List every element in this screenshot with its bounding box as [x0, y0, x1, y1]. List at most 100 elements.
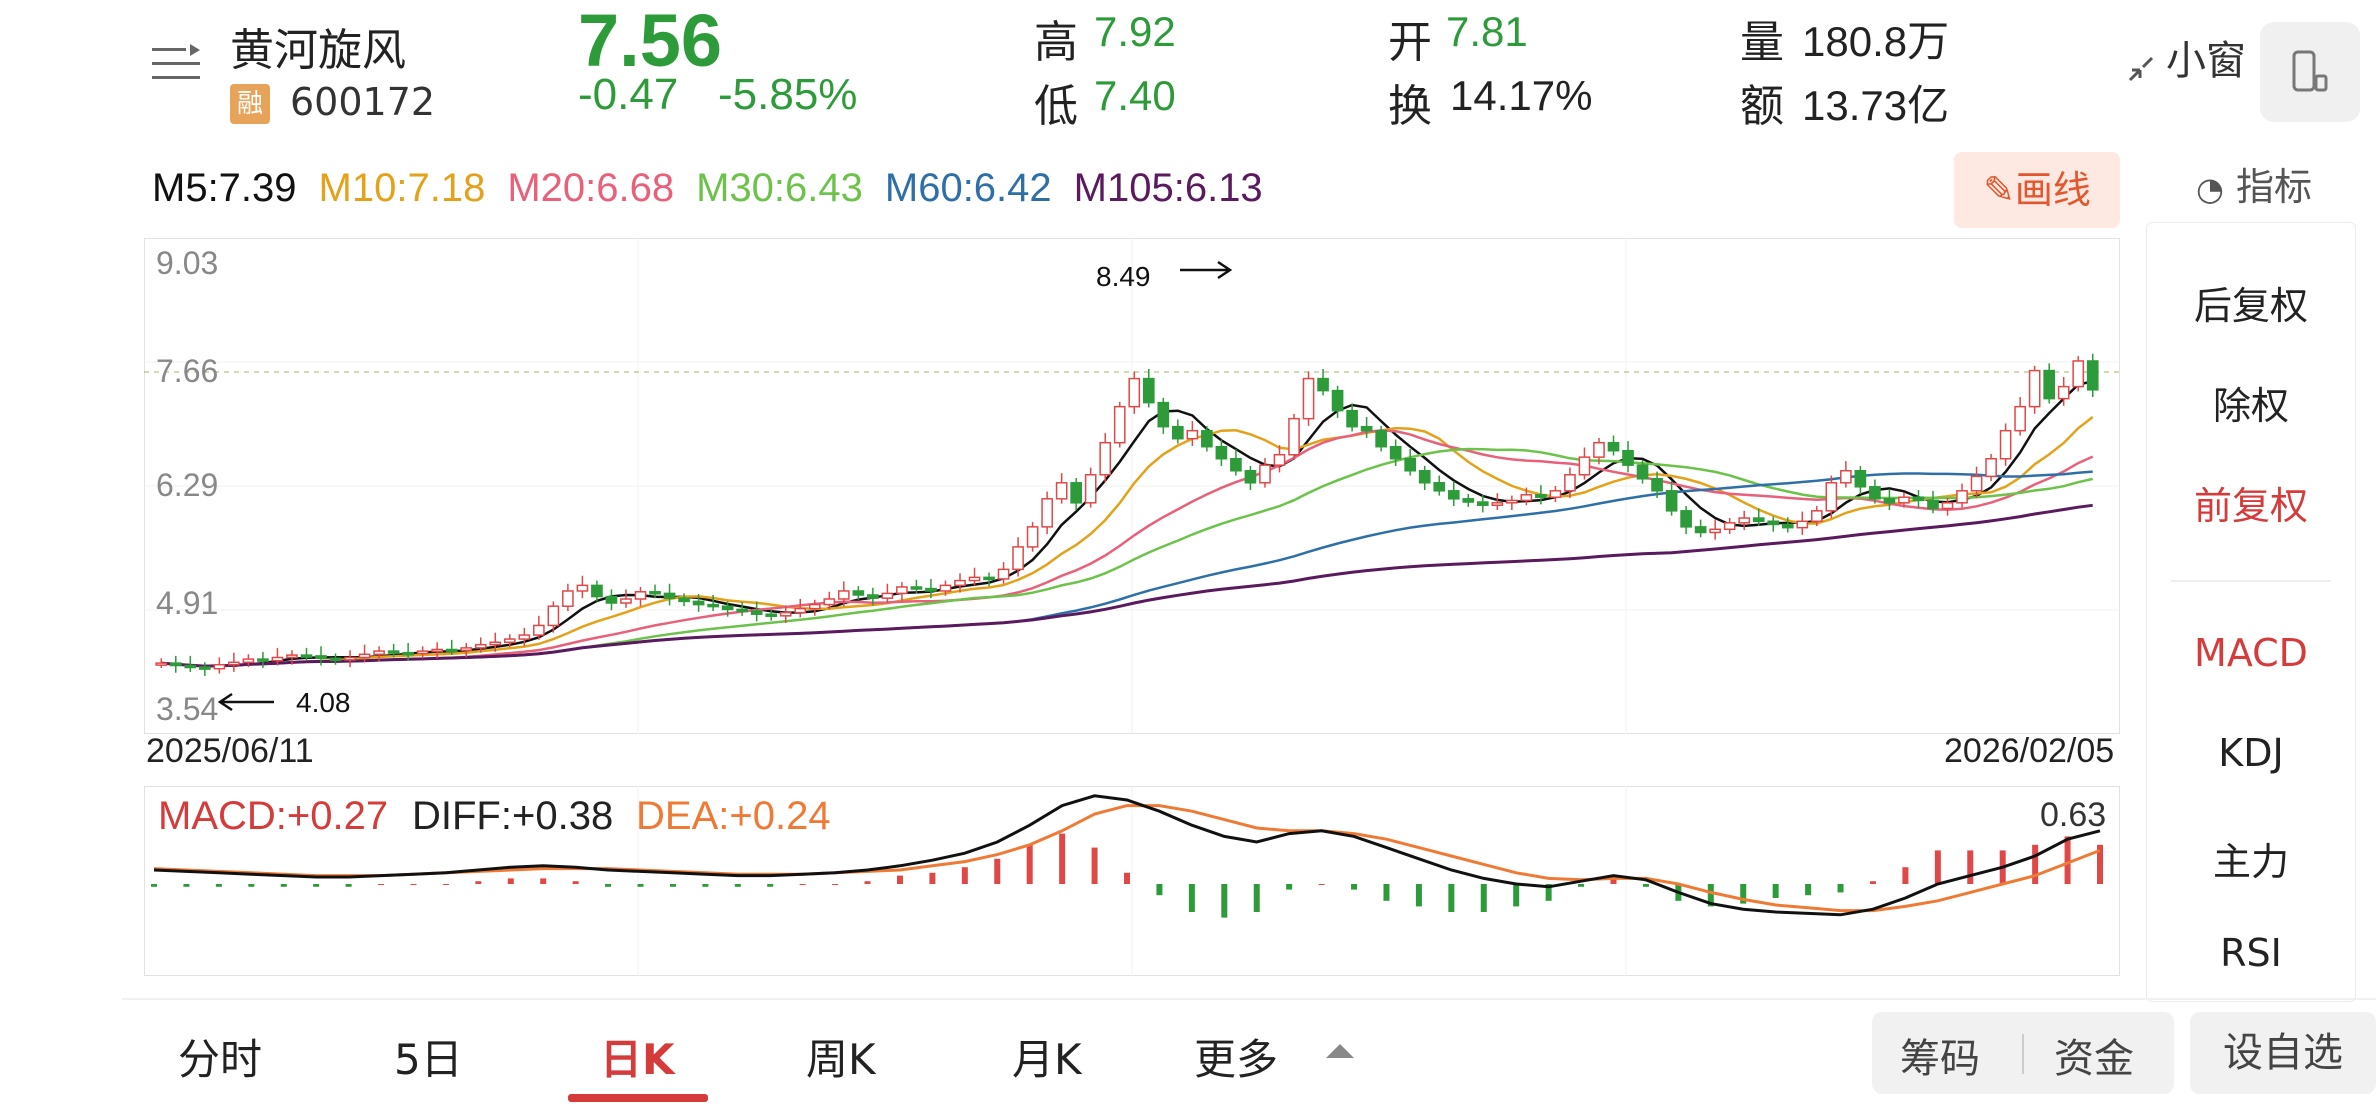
- candle-body: [837, 590, 850, 600]
- macd-axis-max: 0.63: [2040, 796, 2107, 834]
- tab-monthly-k[interactable]: 月K: [1012, 1035, 1082, 1084]
- macd-bar: [1026, 844, 1033, 884]
- candle-body: [1593, 441, 1605, 458]
- candle-body: [1985, 457, 1997, 478]
- candle-body: [1389, 445, 1402, 460]
- candlestick-chart[interactable]: 9.03 7.66 6.29 4.91 3.54 8.49 4.08: [144, 238, 2120, 734]
- candle-body: [1244, 470, 1257, 484]
- candle-body: [1113, 405, 1126, 444]
- candle-body: [997, 568, 1010, 580]
- candle-body: [2086, 360, 2099, 391]
- ma-legend-item: M30:6.43: [696, 166, 863, 210]
- macd-bar: [637, 884, 644, 887]
- macd-bar: [1448, 884, 1455, 912]
- candle-body: [1723, 522, 1736, 531]
- candle-body: [198, 666, 211, 670]
- shrink-arrows-icon[interactable]: [2124, 52, 2158, 86]
- macd-chart[interactable]: [144, 786, 2120, 976]
- candle-body: [1781, 523, 1794, 529]
- candle-body: [2057, 385, 2070, 400]
- draw-line-button[interactable]: ✎画线: [1954, 152, 2120, 228]
- ma-legend-item: M5:7.39: [152, 166, 297, 210]
- candle-body: [445, 648, 458, 653]
- macd-bar: [2032, 844, 2039, 884]
- indicator-kdj-option[interactable]: KDJ: [2218, 731, 2284, 775]
- indicator-button[interactable]: ◔ 指标: [2196, 156, 2312, 211]
- stock-code: 600172: [290, 80, 436, 124]
- candle-body: [1810, 510, 1823, 523]
- candle-body: [620, 598, 632, 604]
- tab-intraday[interactable]: 分时: [178, 1035, 263, 1084]
- adjust-backward-option[interactable]: 后复权: [2193, 284, 2308, 328]
- candle-body: [954, 579, 966, 587]
- macd-bar: [2064, 836, 2071, 884]
- candle-body: [939, 584, 952, 592]
- current-price: 7.56: [578, 0, 723, 82]
- tab-5day[interactable]: 5日: [394, 1035, 463, 1084]
- mini-window-button[interactable]: 小窗: [2166, 38, 2246, 84]
- candle-body: [692, 600, 705, 606]
- candle-body: [518, 634, 531, 640]
- macd-bar: [2097, 844, 2103, 884]
- adjust-none-option[interactable]: 除权: [2212, 384, 2289, 428]
- volume-label: 量: [1740, 17, 1784, 68]
- open-label: 开: [1388, 17, 1432, 68]
- candle-body: [503, 638, 516, 644]
- macd-bar: [1318, 884, 1325, 885]
- candle-body: [169, 662, 182, 667]
- candle-body: [1694, 526, 1707, 534]
- macd-bar: [961, 867, 968, 884]
- macd-bar: [475, 881, 482, 884]
- indicator-rsi-option[interactable]: RSI: [2220, 931, 2282, 975]
- indicator-main-force-option[interactable]: 主力: [2212, 840, 2289, 884]
- tab-more[interactable]: 更多: [1194, 1035, 1279, 1084]
- indicator-macd-option[interactable]: MACD: [2194, 631, 2308, 675]
- candle-body: [910, 586, 923, 590]
- adjust-indicator-panel: 后复权 除权 前复权 MACD KDJ 主力 RSI: [2146, 222, 2356, 1002]
- macd-bar: [832, 884, 839, 885]
- candle-body: [300, 654, 313, 658]
- macd-bar: [1578, 884, 1585, 887]
- macd-bar: [1059, 833, 1066, 884]
- macd-bar: [1480, 884, 1487, 912]
- macd-bar: [669, 884, 676, 887]
- candle-body: [1375, 429, 1387, 448]
- tab-weekly-k[interactable]: 周K: [806, 1035, 876, 1084]
- macd-bar: [1351, 884, 1358, 890]
- candle-body: [1331, 389, 1344, 412]
- candle-body: [736, 608, 748, 613]
- candle-body: [1564, 474, 1576, 492]
- device-toggle-button[interactable]: [2260, 22, 2360, 122]
- candle-body: [1273, 453, 1286, 466]
- candle-body: [1970, 475, 1983, 492]
- candle-body: [1738, 517, 1751, 524]
- candle-body: [750, 610, 763, 615]
- candle-body: [779, 611, 792, 617]
- candle-body: [663, 592, 676, 599]
- caret-up-icon[interactable]: [1326, 1044, 1354, 1058]
- candle-body: [460, 647, 473, 652]
- candle-body: [1999, 429, 2012, 460]
- macd-bar: [1221, 884, 1228, 918]
- candle-body: [358, 653, 371, 659]
- candle-body: [1680, 510, 1692, 528]
- macd-bar: [767, 884, 774, 887]
- adjust-forward-option[interactable]: 前复权: [2193, 484, 2308, 528]
- period-low-marker: 4.08: [296, 687, 351, 718]
- chips-button[interactable]: 筹码: [1900, 1036, 1980, 1082]
- candle-body: [852, 590, 865, 596]
- candle-body: [184, 664, 197, 669]
- fund-button[interactable]: 资金: [2054, 1036, 2134, 1082]
- price-tick-min: 3.54: [156, 691, 218, 727]
- macd-bar: [1869, 881, 1876, 884]
- candle-body: [1302, 377, 1315, 420]
- menu-icon[interactable]: [150, 42, 206, 92]
- tab-daily-k[interactable]: 日K: [600, 1035, 675, 1084]
- macd-bar: [1740, 884, 1747, 904]
- candle-body: [1912, 496, 1925, 502]
- candle-body: [1927, 499, 1939, 510]
- macd-bar: [313, 884, 320, 887]
- macd-bar: [1545, 884, 1552, 901]
- add-watchlist-button[interactable]: 设自选: [2190, 1012, 2376, 1094]
- candle-body: [1142, 377, 1155, 404]
